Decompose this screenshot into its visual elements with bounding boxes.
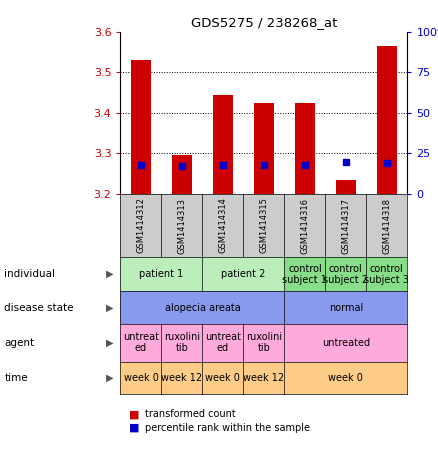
Title: GDS5275 / 238268_at: GDS5275 / 238268_at xyxy=(191,16,337,29)
Bar xyxy=(213,95,233,194)
Text: control
subject 2: control subject 2 xyxy=(323,264,368,284)
Text: GSM1414317: GSM1414317 xyxy=(341,198,350,254)
Text: alopecia areata: alopecia areata xyxy=(165,303,240,313)
Text: GSM1414313: GSM1414313 xyxy=(177,198,187,254)
Text: normal: normal xyxy=(329,303,363,313)
Text: untreat
ed: untreat ed xyxy=(205,333,241,353)
Text: week 12: week 12 xyxy=(161,373,202,383)
Text: week 0: week 0 xyxy=(124,373,159,383)
Text: GSM1414316: GSM1414316 xyxy=(300,198,309,254)
Text: disease state: disease state xyxy=(4,303,74,313)
Bar xyxy=(131,60,151,194)
Text: patient 2: patient 2 xyxy=(221,269,265,279)
Text: untreated: untreated xyxy=(322,338,370,348)
Text: GSM1414318: GSM1414318 xyxy=(382,198,391,254)
Text: ▶: ▶ xyxy=(106,303,113,313)
Text: ■: ■ xyxy=(129,410,140,419)
Bar xyxy=(172,155,192,194)
Text: ▶: ▶ xyxy=(106,269,113,279)
Text: GSM1414314: GSM1414314 xyxy=(219,198,227,254)
Text: control
subject 3: control subject 3 xyxy=(364,264,409,284)
Text: ▶: ▶ xyxy=(106,373,113,383)
Text: patient 1: patient 1 xyxy=(139,269,184,279)
Text: week 12: week 12 xyxy=(244,373,284,383)
Text: control
subject 1: control subject 1 xyxy=(283,264,327,284)
Bar xyxy=(377,46,397,194)
Text: transformed count: transformed count xyxy=(145,410,235,419)
Text: week 0: week 0 xyxy=(328,373,363,383)
Text: GSM1414312: GSM1414312 xyxy=(137,198,145,254)
Text: ■: ■ xyxy=(129,423,140,433)
Text: ▶: ▶ xyxy=(106,338,113,348)
Text: untreat
ed: untreat ed xyxy=(123,333,159,353)
Text: ruxolini
tib: ruxolini tib xyxy=(164,333,200,353)
Text: time: time xyxy=(4,373,28,383)
Text: ruxolini
tib: ruxolini tib xyxy=(246,333,282,353)
Text: GSM1414315: GSM1414315 xyxy=(259,198,268,254)
Text: percentile rank within the sample: percentile rank within the sample xyxy=(145,423,310,433)
Text: agent: agent xyxy=(4,338,35,348)
Bar xyxy=(295,103,315,194)
Bar xyxy=(336,180,356,194)
Text: individual: individual xyxy=(4,269,55,279)
Bar xyxy=(254,103,274,194)
Text: week 0: week 0 xyxy=(205,373,240,383)
